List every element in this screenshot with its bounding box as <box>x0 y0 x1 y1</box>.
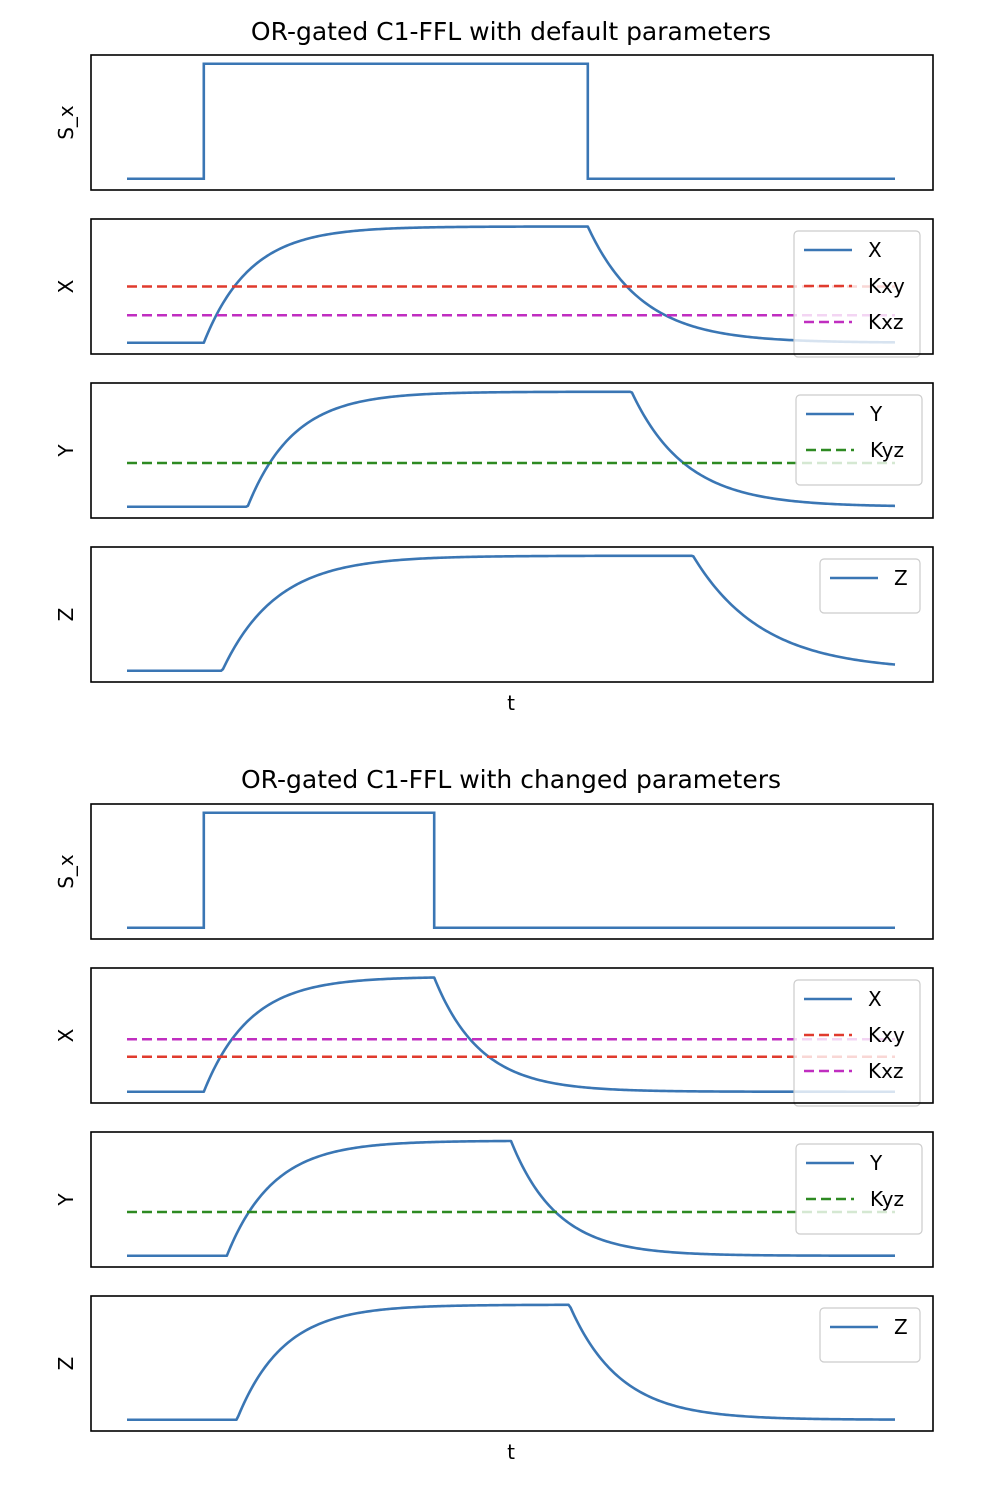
legend-label-kxy: Kxy <box>868 274 905 298</box>
legend-label-kyz: Kyz <box>870 438 904 462</box>
series-y-line <box>127 390 896 509</box>
legend: X Kxy Kxz <box>793 230 921 358</box>
legend-label-z: Z <box>894 566 908 590</box>
legend-label-kyz: Kyz <box>870 1187 904 1211</box>
series-z-line <box>127 554 896 673</box>
x-axis-label-2: t <box>507 1440 515 1464</box>
legend-label-z: Z <box>894 1315 908 1339</box>
legend-box <box>795 1143 923 1235</box>
chart-title-1: OR-gated C1-FFL with default parameters <box>251 17 771 46</box>
panel-y-2: Y Kyz Y <box>54 1131 934 1268</box>
panel-s-x-1: S_x <box>54 54 934 191</box>
y-axis-label: Y <box>54 444 78 458</box>
y-axis-label: Z <box>54 1357 78 1371</box>
series-z-line <box>127 1303 896 1422</box>
axes-frame <box>90 218 934 355</box>
legend: Z <box>819 558 921 614</box>
legend-box <box>795 394 923 486</box>
panel-x-1: X Kxy Kxz X <box>54 218 934 358</box>
legend-label-kxz: Kxz <box>868 1059 903 1083</box>
panel-x-2: X Kxy Kxz X <box>54 967 934 1107</box>
y-axis-label: X <box>54 1028 78 1042</box>
y-axis-label: Z <box>54 608 78 622</box>
legend: Y Kyz <box>795 394 923 486</box>
axes-frame <box>90 1131 934 1268</box>
series-y-line <box>127 1139 895 1258</box>
y-axis-label: S_x <box>54 854 78 889</box>
legend-label-kxz: Kxz <box>868 310 903 334</box>
legend-label-y: Y <box>869 1151 883 1175</box>
axes-frame <box>90 382 934 519</box>
y-axis-label: X <box>54 279 78 293</box>
axes-frame <box>90 803 934 940</box>
legend-box <box>793 979 921 1107</box>
legend: Z <box>819 1307 921 1363</box>
axes-frame <box>90 54 934 191</box>
axes-frame <box>90 546 934 683</box>
y-axis-label: S_x <box>54 105 78 140</box>
legend: X Kxy Kxz <box>793 979 921 1107</box>
panel-z-1: ZZ <box>54 546 934 683</box>
legend-label-x: X <box>868 987 882 1011</box>
chart-title-2: OR-gated C1-FFL with changed parameters <box>241 765 781 794</box>
legend-box <box>793 230 921 358</box>
panel-y-1: Y Kyz Y <box>54 382 934 519</box>
legend: Y Kyz <box>795 1143 923 1235</box>
axes-frame <box>90 967 934 1104</box>
panel-z-2: ZZ <box>54 1295 934 1432</box>
legend-label-x: X <box>868 238 882 262</box>
x-axis-label-1: t <box>507 691 515 715</box>
series-x-line <box>127 976 895 1094</box>
legend-label-y: Y <box>869 402 883 426</box>
series-s-x-line <box>127 62 895 181</box>
series-x-line <box>127 225 896 345</box>
y-axis-label: Y <box>54 1193 78 1207</box>
legend-box <box>819 558 921 614</box>
legend-box <box>819 1307 921 1363</box>
panel-s-x-2: S_x <box>54 803 934 940</box>
axes-frame <box>90 1295 934 1432</box>
legend-label-kxy: Kxy <box>868 1023 905 1047</box>
series-s-x-line <box>127 811 895 930</box>
